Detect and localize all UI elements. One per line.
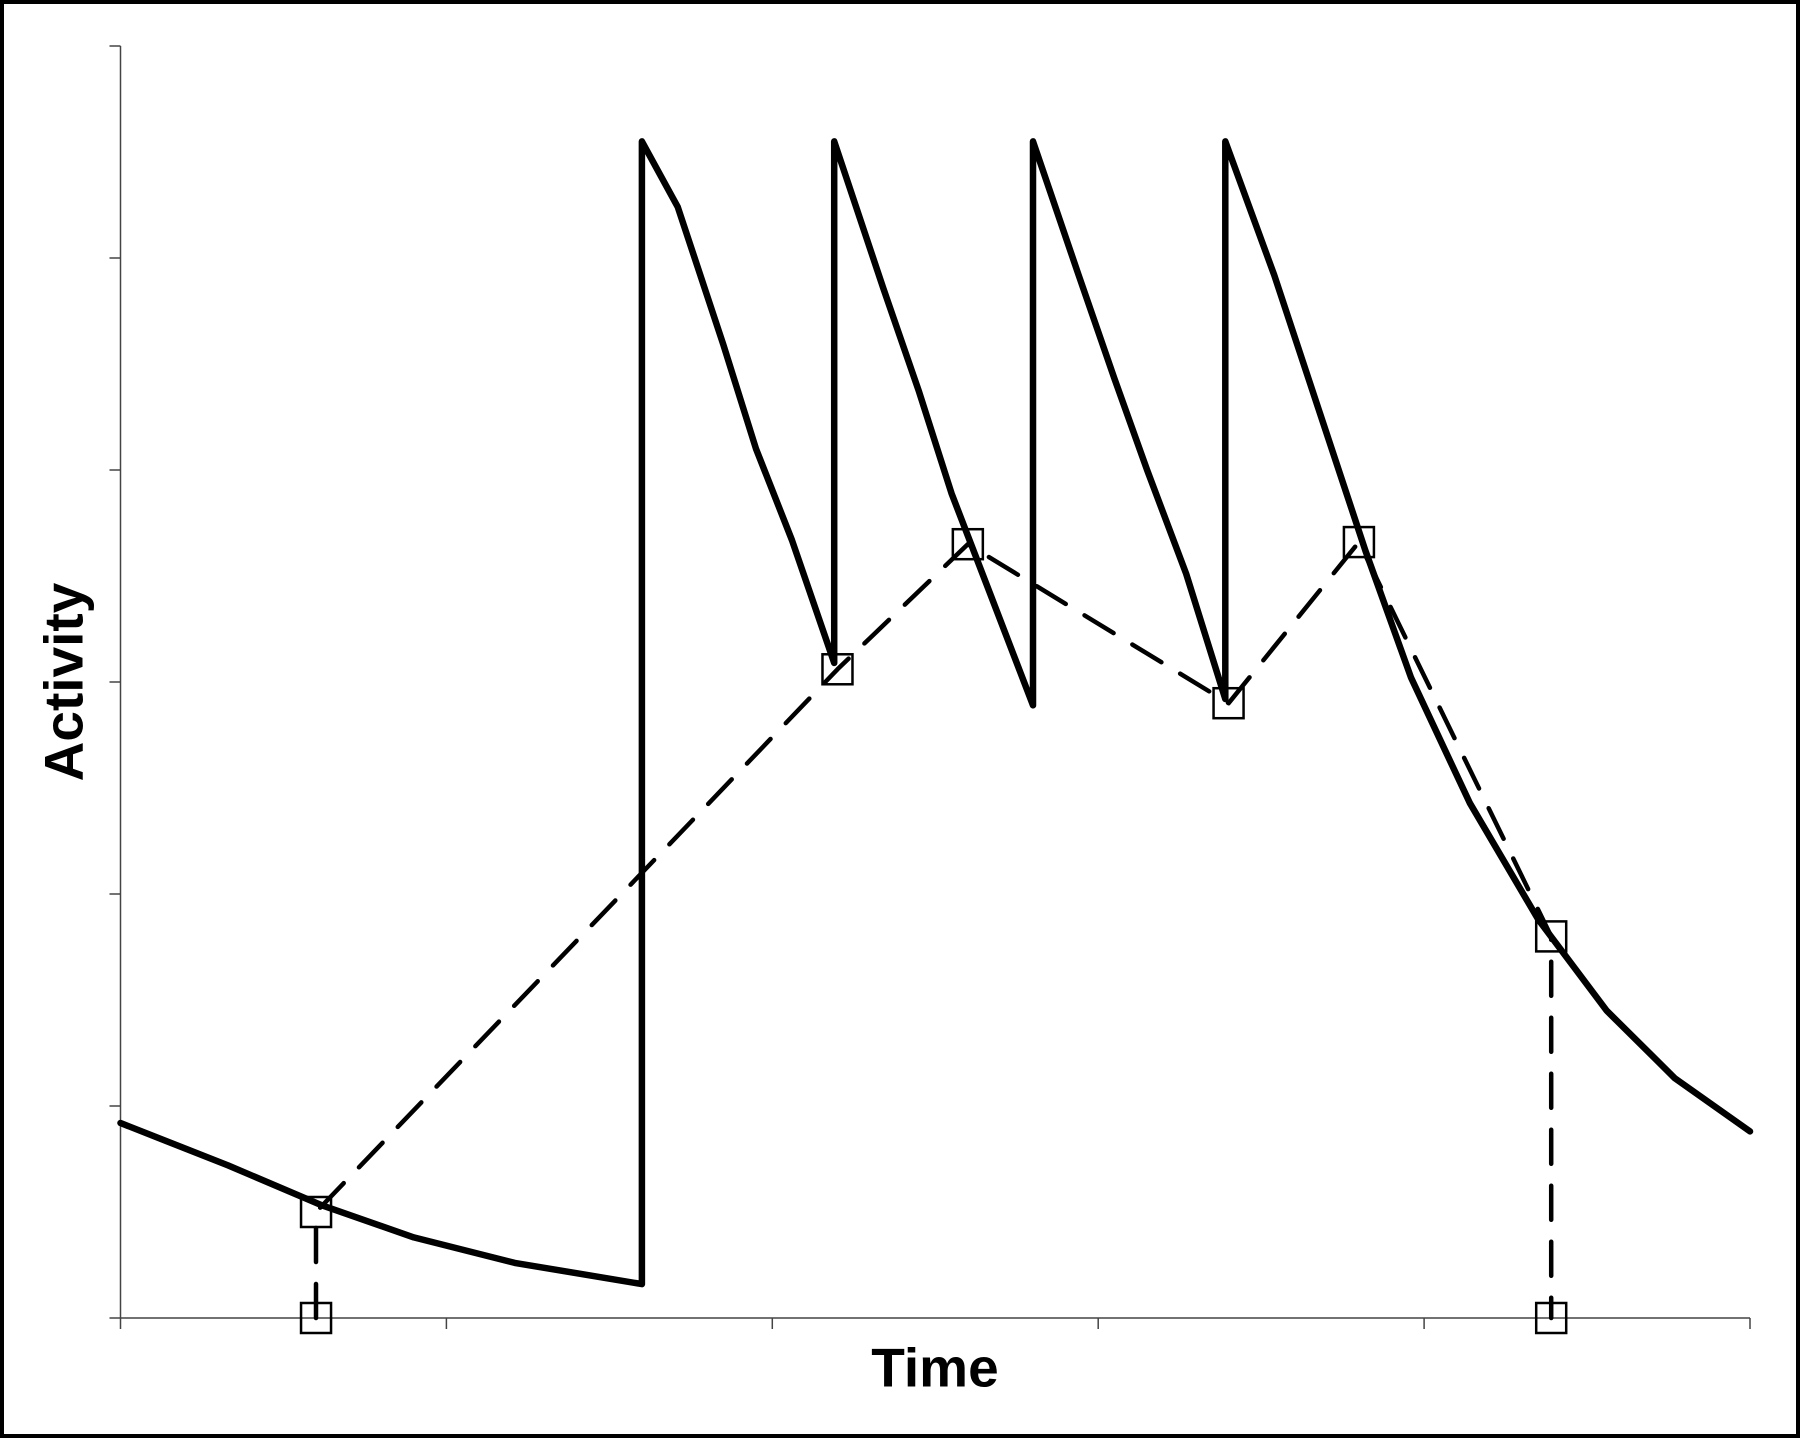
marker (1534, 1301, 1568, 1335)
marker (299, 1195, 333, 1229)
marker (1342, 525, 1376, 559)
marker (299, 1301, 333, 1335)
marker (951, 527, 985, 561)
dashed-line (313, 539, 1554, 1321)
solid-line (117, 138, 1754, 1288)
y-axis-title: Activity (33, 582, 95, 781)
marker (1534, 920, 1568, 953)
marker (1212, 686, 1245, 720)
x-axis-title: Time (871, 1337, 998, 1399)
marker (821, 653, 854, 686)
